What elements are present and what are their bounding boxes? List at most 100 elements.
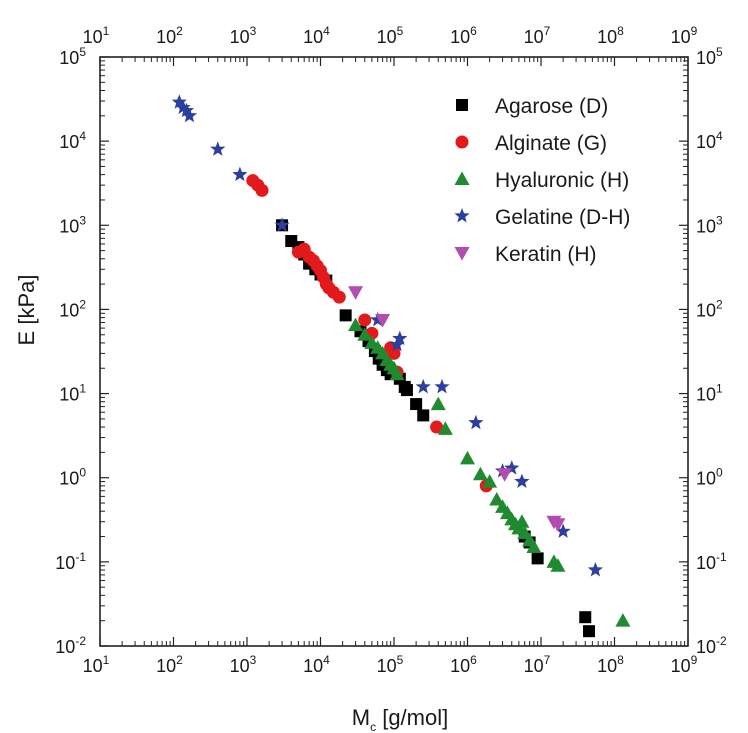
data-point-hyaluronic-h — [472, 466, 488, 481]
x-tick-label: 106 — [450, 653, 477, 676]
x-tick-label: 102 — [156, 653, 183, 676]
data-point-agarose-d — [339, 309, 352, 322]
legend-marker-hyaluronic-h — [454, 171, 470, 185]
y-tick-label-right: 101 — [696, 382, 723, 405]
y-tick-label-right: 105 — [696, 45, 723, 68]
legend: Agarose (D) Alginate (G) Hyaluronic (H) Gel… — [454, 95, 630, 266]
y-tick-label: 105 — [59, 45, 86, 68]
legend-marker-gelatine-d-h — [454, 208, 470, 223]
data-point-agarose-d — [531, 552, 544, 565]
data-point-agarose-d — [410, 398, 423, 411]
x-tick-label-top: 106 — [450, 24, 477, 47]
legend-marker-keratin-h — [454, 247, 470, 261]
data-point-gelatine-d-h — [171, 94, 187, 109]
x-tick-label-top: 104 — [303, 24, 330, 47]
axis-labels: E [kPa] Mc [g/mol] — [14, 275, 448, 733]
y-tick-label-right: 10-1 — [696, 550, 727, 573]
data-point-hyaluronic-h — [489, 492, 505, 506]
data-point-hyaluronic-h — [514, 514, 530, 528]
y-tick-label: 103 — [59, 213, 86, 236]
x-axis-label: Mc [g/mol] — [352, 705, 448, 733]
x-tick-label-top: 107 — [524, 24, 551, 47]
data-points — [171, 94, 631, 638]
x-tick-label: 103 — [230, 653, 257, 676]
x-tick-label: 101 — [83, 653, 110, 676]
y-tick-label-right: 100 — [696, 466, 723, 489]
data-point-gelatine-d-h — [587, 562, 603, 577]
data-point-gelatine-d-h — [504, 460, 520, 475]
data-point-alginate-g — [255, 183, 269, 197]
y-tick-label-right: 104 — [696, 129, 723, 152]
y-tick-label: 100 — [59, 466, 86, 489]
data-point-keratin-h — [550, 518, 566, 532]
y-tick-label: 102 — [59, 297, 86, 320]
x-tick-label: 107 — [524, 653, 551, 676]
data-point-agarose-d — [400, 384, 413, 397]
x-tick-label-top: 103 — [230, 24, 257, 47]
data-point-gelatine-d-h — [392, 330, 408, 346]
x-tick-label-top: 109 — [671, 24, 698, 47]
data-point-keratin-h — [497, 468, 513, 482]
legend-label-agarose-d: Agarose (D) — [495, 95, 608, 118]
x-tick-label: 108 — [597, 653, 624, 676]
data-point-hyaluronic-h — [348, 317, 364, 332]
data-point-gelatine-d-h — [555, 523, 571, 538]
data-point-hyaluronic-h — [389, 366, 405, 381]
data-point-gelatine-d-h — [389, 336, 405, 352]
data-point-gelatine-d-h — [370, 311, 386, 327]
series-hyaluronic-h — [348, 317, 631, 627]
data-point-gelatine-d-h — [210, 141, 226, 156]
x-tick-label: 104 — [303, 653, 330, 676]
data-point-hyaluronic-h — [550, 558, 566, 572]
y-tick-label-right: 102 — [696, 297, 723, 320]
axes: 101 101 102 102 103 103 104 104 105 105 106 106 107 1… — [55, 24, 727, 676]
series-gelatine-d-h — [171, 94, 603, 577]
data-point-gelatine-d-h — [274, 217, 290, 232]
data-point-alginate-g — [430, 420, 444, 434]
data-point-agarose-d — [417, 409, 430, 422]
data-point-hyaluronic-h — [526, 539, 542, 554]
data-point-gelatine-d-h — [178, 102, 195, 118]
y-tick-label: 10-2 — [55, 634, 86, 657]
data-point-hyaluronic-h — [482, 474, 498, 488]
data-point-gelatine-d-h — [232, 166, 248, 182]
legend-label-alginate-g: Alginate (G) — [495, 132, 607, 155]
legend-label-gelatine-d-h: Gelatine (D-H) — [495, 206, 630, 229]
x-tick-label-top: 108 — [597, 24, 624, 47]
data-point-alginate-g — [358, 313, 372, 327]
data-point-agarose-d — [579, 611, 592, 624]
data-point-gelatine-d-h — [175, 99, 191, 115]
data-point-keratin-h — [348, 286, 364, 300]
data-point-hyaluronic-h — [437, 421, 453, 435]
data-point-hyaluronic-h — [357, 327, 373, 341]
y-axis-label: E [kPa] — [14, 275, 39, 346]
data-point-gelatine-d-h — [181, 107, 198, 123]
legend-label-keratin-h: Keratin (H) — [495, 243, 597, 266]
data-point-gelatine-d-h — [468, 414, 484, 430]
data-point-agarose-d — [583, 625, 596, 638]
y-tick-label: 101 — [59, 382, 86, 405]
data-point-gelatine-d-h — [415, 378, 431, 394]
data-point-alginate-g — [387, 346, 401, 360]
data-point-gelatine-d-h — [434, 378, 450, 394]
legend-label-hyaluronic-h: Hyaluronic (H) — [495, 169, 629, 192]
legend-marker-agarose-d — [456, 99, 468, 111]
legend-marker-alginate-g — [455, 135, 469, 149]
x-tick-label: 105 — [377, 653, 404, 676]
data-point-hyaluronic-h — [460, 450, 475, 465]
series-keratin-h — [348, 286, 566, 532]
y-tick-label: 10-1 — [55, 550, 86, 573]
y-tick-label-right: 103 — [696, 213, 723, 236]
x-tick-label-top: 105 — [377, 24, 404, 47]
data-point-keratin-h — [375, 313, 391, 328]
data-point-alginate-g — [332, 290, 346, 304]
x-tick-label-top: 102 — [156, 24, 183, 47]
y-tick-label-right: 10-2 — [696, 634, 727, 657]
x-tick-label-top: 101 — [83, 24, 110, 47]
data-point-hyaluronic-h — [430, 396, 446, 411]
data-point-hyaluronic-h — [615, 613, 631, 627]
y-tick-label: 104 — [59, 129, 86, 152]
x-tick-label: 109 — [671, 653, 698, 676]
data-point-gelatine-d-h — [514, 473, 530, 488]
